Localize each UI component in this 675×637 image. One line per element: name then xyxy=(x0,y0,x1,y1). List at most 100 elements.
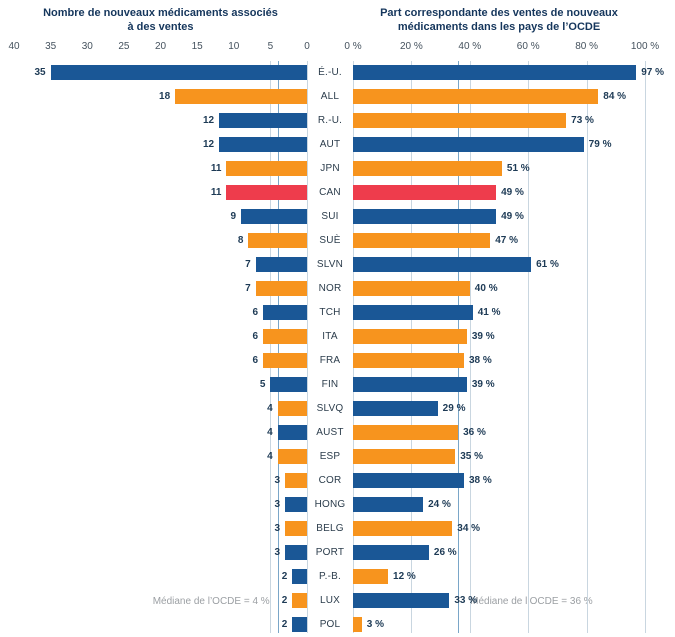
count-cell: 3 xyxy=(14,521,307,537)
country-label: R.-U. xyxy=(317,115,343,127)
share-cell: 36 % xyxy=(353,425,645,441)
share-bar xyxy=(353,113,567,129)
count-cell: 11 xyxy=(14,161,307,177)
share-bar xyxy=(353,377,467,393)
right-axis: 0 % 20 % 40 % 60 % 80 % 100 % xyxy=(344,40,659,59)
count-value-label: 18 xyxy=(159,91,171,103)
count-value-label: 7 xyxy=(245,283,251,295)
left-axis: 40 35 30 25 20 15 10 5 0 xyxy=(8,40,310,59)
share-bar xyxy=(353,209,497,225)
right-gridline xyxy=(528,60,530,633)
count-bar xyxy=(285,497,307,513)
left-axis-tick: 5 xyxy=(267,40,274,52)
share-bar xyxy=(353,353,464,369)
count-bar xyxy=(219,137,307,153)
share-bar xyxy=(353,161,502,177)
share-bar xyxy=(353,569,389,585)
count-bar xyxy=(263,353,307,369)
chart-row: 9 SUI 49 % xyxy=(0,205,675,229)
count-value-label: 9 xyxy=(230,211,237,223)
left-median-line xyxy=(277,60,279,633)
country-label: AUT xyxy=(319,139,341,151)
chart-row: 11 JPN 51 % xyxy=(0,157,675,181)
share-bar xyxy=(353,617,362,633)
share-value-label: 34 % xyxy=(457,523,481,535)
right-axis-tick: 20 % xyxy=(399,40,423,52)
count-cell: 9 xyxy=(14,209,307,225)
share-value-label: 40 % xyxy=(474,283,498,295)
chart-row: 4 AUST 36 % xyxy=(0,421,675,445)
country-label: NOR xyxy=(318,283,342,295)
share-cell: 29 % xyxy=(353,401,645,417)
chart-row: 6 FRA 38 % xyxy=(0,349,675,373)
share-cell: 49 % xyxy=(353,185,645,201)
count-value-label: 8 xyxy=(237,235,244,247)
share-value-label: 38 % xyxy=(468,355,492,367)
count-bar xyxy=(219,113,307,129)
share-value-label: 24 % xyxy=(428,499,451,511)
share-cell: 41 % xyxy=(353,305,645,321)
right-axis-tick: 40 % xyxy=(458,40,482,52)
country-label: AUST xyxy=(316,427,344,439)
share-cell: 61 % xyxy=(353,257,645,273)
share-bar xyxy=(353,185,497,201)
count-bar xyxy=(277,401,307,417)
count-bar xyxy=(255,281,307,297)
share-value-label: 29 % xyxy=(442,403,466,415)
left-gridline xyxy=(270,60,272,633)
share-value-label: 79 % xyxy=(588,139,612,151)
right-gridline xyxy=(411,60,413,633)
left-grid: Médiane de l’OCDE = 4 % xyxy=(14,60,308,633)
share-value-label: 51 % xyxy=(506,163,530,175)
left-axis-tick: 0 xyxy=(304,40,310,52)
share-value-label: 3 % xyxy=(366,619,384,631)
count-bar xyxy=(277,425,307,441)
count-bar xyxy=(285,545,307,561)
share-value-label: 36 % xyxy=(463,427,486,439)
share-cell: 51 % xyxy=(353,161,645,177)
left-axis-tick: 35 xyxy=(45,40,57,52)
right-axis-tick: 80 % xyxy=(575,40,598,52)
share-bar xyxy=(353,449,456,465)
chart-row: 35 É.-U. 97 % xyxy=(0,61,675,85)
chart-row: 2 POL 3 % xyxy=(0,613,675,637)
count-bar xyxy=(226,161,307,177)
share-value-label: 33 % xyxy=(454,595,478,607)
share-value-label: 49 % xyxy=(501,211,524,223)
count-cell: 4 xyxy=(14,401,307,417)
count-value-label: 7 xyxy=(245,259,251,271)
share-bar xyxy=(353,305,473,321)
share-cell: 39 % xyxy=(353,377,645,393)
country-label: CAN xyxy=(319,187,341,199)
count-bar xyxy=(285,521,307,537)
share-bar xyxy=(353,281,470,297)
count-value-label: 2 xyxy=(281,595,288,607)
right-axis-tick: 0 % xyxy=(344,40,362,52)
count-cell: 2 xyxy=(14,617,307,633)
chart-row: 18 ALL 84 % xyxy=(0,85,675,109)
count-cell: 5 xyxy=(14,377,307,393)
country-label: SUÈ xyxy=(319,235,341,247)
count-cell: 18 xyxy=(14,89,307,105)
chart-row: 4 SLVQ 29 % xyxy=(0,397,675,421)
left-gridline xyxy=(307,60,308,633)
count-value-label: 3 xyxy=(274,547,281,559)
count-bar xyxy=(255,257,307,273)
chart-row: 5 FIN 39 % xyxy=(0,373,675,397)
count-cell: 2 xyxy=(14,593,307,609)
country-label: É.-U. xyxy=(318,67,342,79)
count-value-label: 6 xyxy=(252,355,259,367)
count-cell: 4 xyxy=(14,425,307,441)
right-chart-title: Part correspondante des ventes de nouvea… xyxy=(380,7,618,34)
share-value-label: 39 % xyxy=(471,379,495,391)
count-cell: 2 xyxy=(14,569,307,585)
share-value-label: 39 % xyxy=(471,331,495,343)
left-axis-tick: 25 xyxy=(118,40,130,52)
share-value-label: 26 % xyxy=(433,547,457,559)
count-bar xyxy=(292,569,307,585)
share-value-label: 47 % xyxy=(495,235,519,247)
share-cell: 47 % xyxy=(353,233,645,249)
left-axis-tick: 15 xyxy=(191,40,203,52)
count-bar xyxy=(292,617,307,633)
share-cell: 35 % xyxy=(353,449,645,465)
